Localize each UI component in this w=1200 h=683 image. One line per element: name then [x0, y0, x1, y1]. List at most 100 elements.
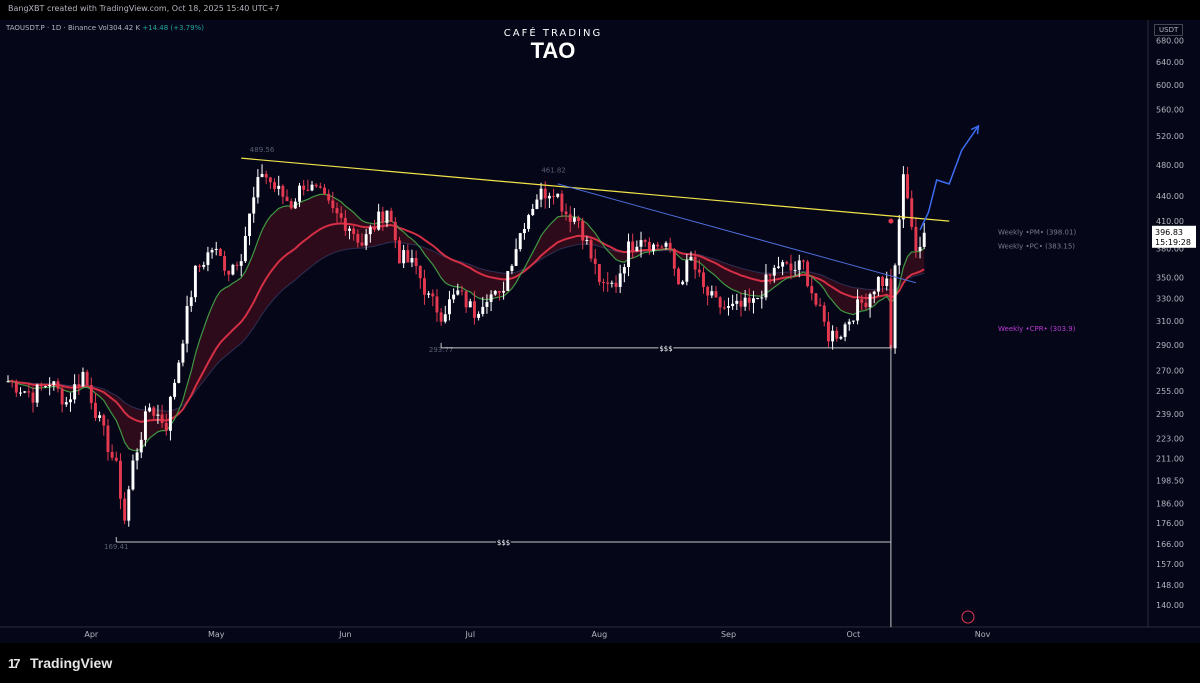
- candle-body: [697, 269, 701, 273]
- y-tick-label: 330.00: [1156, 295, 1184, 304]
- candle-body: [702, 272, 705, 287]
- ma-slow-line: [8, 222, 925, 423]
- candle-body: [181, 343, 185, 363]
- candle-body: [339, 213, 343, 218]
- candle-body: [810, 286, 814, 294]
- tradingview-logo[interactable]: 17 TradingView: [8, 655, 112, 671]
- candle-body: [256, 177, 260, 198]
- candle-body: [647, 241, 651, 251]
- candle-body: [160, 414, 164, 424]
- candle-body: [847, 321, 851, 325]
- candle-body: [710, 291, 714, 296]
- candle-body: [806, 261, 810, 287]
- candle-body: [739, 300, 743, 307]
- candle-body: [98, 415, 102, 418]
- candle-body: [164, 423, 168, 431]
- candle-body: [393, 221, 397, 241]
- candle-body: [731, 303, 735, 307]
- candle-body: [206, 252, 210, 265]
- candle-body: [706, 286, 710, 296]
- candle-body: [493, 291, 497, 295]
- candle-body: [506, 271, 510, 291]
- price-chart[interactable]: 680.00 640.00 600.00 560.00 520.00 480.00 440.…: [0, 20, 1200, 643]
- candle-body: [202, 264, 206, 267]
- candle-body: [481, 306, 485, 314]
- weekly-level-label: Weekly •CPR• (303.9): [998, 325, 1076, 333]
- candle-body: [543, 188, 547, 199]
- currency-badge[interactable]: USDT: [1154, 24, 1184, 36]
- candle-body: [373, 227, 376, 230]
- swing-price-label: 293.77: [429, 346, 454, 354]
- candle-body: [851, 320, 855, 322]
- candle-body: [168, 396, 172, 431]
- y-tick-label: 140.00: [1156, 601, 1184, 610]
- candle-body: [264, 173, 268, 178]
- y-tick-label: 560.00: [1156, 106, 1184, 115]
- x-tick-label: Apr: [84, 630, 99, 639]
- chart-title: TAO: [530, 38, 576, 63]
- candle-body: [752, 298, 755, 303]
- candle-body: [127, 489, 131, 521]
- candle-body: [31, 392, 35, 403]
- candle-body: [210, 250, 214, 253]
- volume-label: Vol304.42 K: [98, 24, 141, 32]
- projection-arrowhead: [970, 124, 980, 135]
- candle-body: [6, 381, 10, 383]
- y-tick-label: 600.00: [1156, 81, 1184, 90]
- candle-body: [922, 232, 926, 247]
- candle-body: [19, 392, 22, 394]
- candle-body: [622, 267, 626, 274]
- last-price-value: 396.83: [1155, 228, 1183, 237]
- candle-body: [893, 265, 897, 349]
- candle-body: [547, 195, 551, 199]
- candle-body: [318, 186, 322, 188]
- candle-body: [44, 386, 47, 388]
- candle-countdown: 15:19:28: [1155, 238, 1191, 247]
- candle-body: [606, 282, 610, 284]
- y-tick-label: 157.00: [1156, 560, 1184, 569]
- change-label: +14.48 (+3.79%): [142, 24, 204, 32]
- candle-body: [85, 371, 89, 386]
- candle-body: [885, 278, 889, 287]
- candle-body: [722, 307, 726, 309]
- y-tick-label: 480.00: [1156, 161, 1184, 170]
- candle-body: [801, 260, 805, 262]
- y-tick-label: 255.00: [1156, 387, 1184, 396]
- y-tick-label: 680.00: [1156, 36, 1184, 45]
- candle-body: [227, 270, 231, 275]
- footer-bar: 17 TradingView: [0, 643, 1200, 683]
- y-tick-label: 350.00: [1156, 274, 1184, 283]
- candle-body: [406, 250, 410, 263]
- candle-body: [52, 381, 56, 385]
- candle-body: [193, 265, 197, 298]
- alert-icon: [961, 610, 975, 624]
- candle-body: [522, 228, 526, 234]
- candle-body: [518, 233, 522, 250]
- y-tick-label: 198.50: [1156, 476, 1184, 485]
- candle-body: [772, 267, 776, 276]
- candle-body: [293, 201, 297, 209]
- candle-body: [231, 264, 235, 275]
- y-tick-label: 166.00: [1156, 540, 1184, 549]
- candle-body: [572, 217, 576, 222]
- y-tick-label: 520.00: [1156, 132, 1184, 141]
- candle-body: [331, 200, 335, 209]
- candle-body: [839, 336, 843, 339]
- candle-body: [427, 293, 431, 295]
- candle-body: [593, 258, 597, 264]
- y-tick-label: 148.00: [1156, 581, 1184, 590]
- swing-price-label: 461.82: [541, 167, 566, 175]
- candle-body: [868, 294, 872, 308]
- candle-body: [377, 211, 381, 230]
- candle-body: [718, 297, 722, 308]
- candle-body: [252, 197, 256, 214]
- chart-area[interactable]: 680.00 640.00 600.00 560.00 520.00 480.00 440.…: [0, 20, 1200, 643]
- candle-body: [685, 260, 689, 282]
- candle-body: [793, 269, 797, 271]
- swing-price-label: 489.56: [250, 146, 275, 154]
- candle-body: [106, 425, 110, 452]
- candle-body: [81, 371, 85, 387]
- candle-body: [693, 256, 697, 270]
- candle-body: [102, 415, 106, 426]
- brand-subtitle: CAFÉ TRADING: [503, 28, 603, 39]
